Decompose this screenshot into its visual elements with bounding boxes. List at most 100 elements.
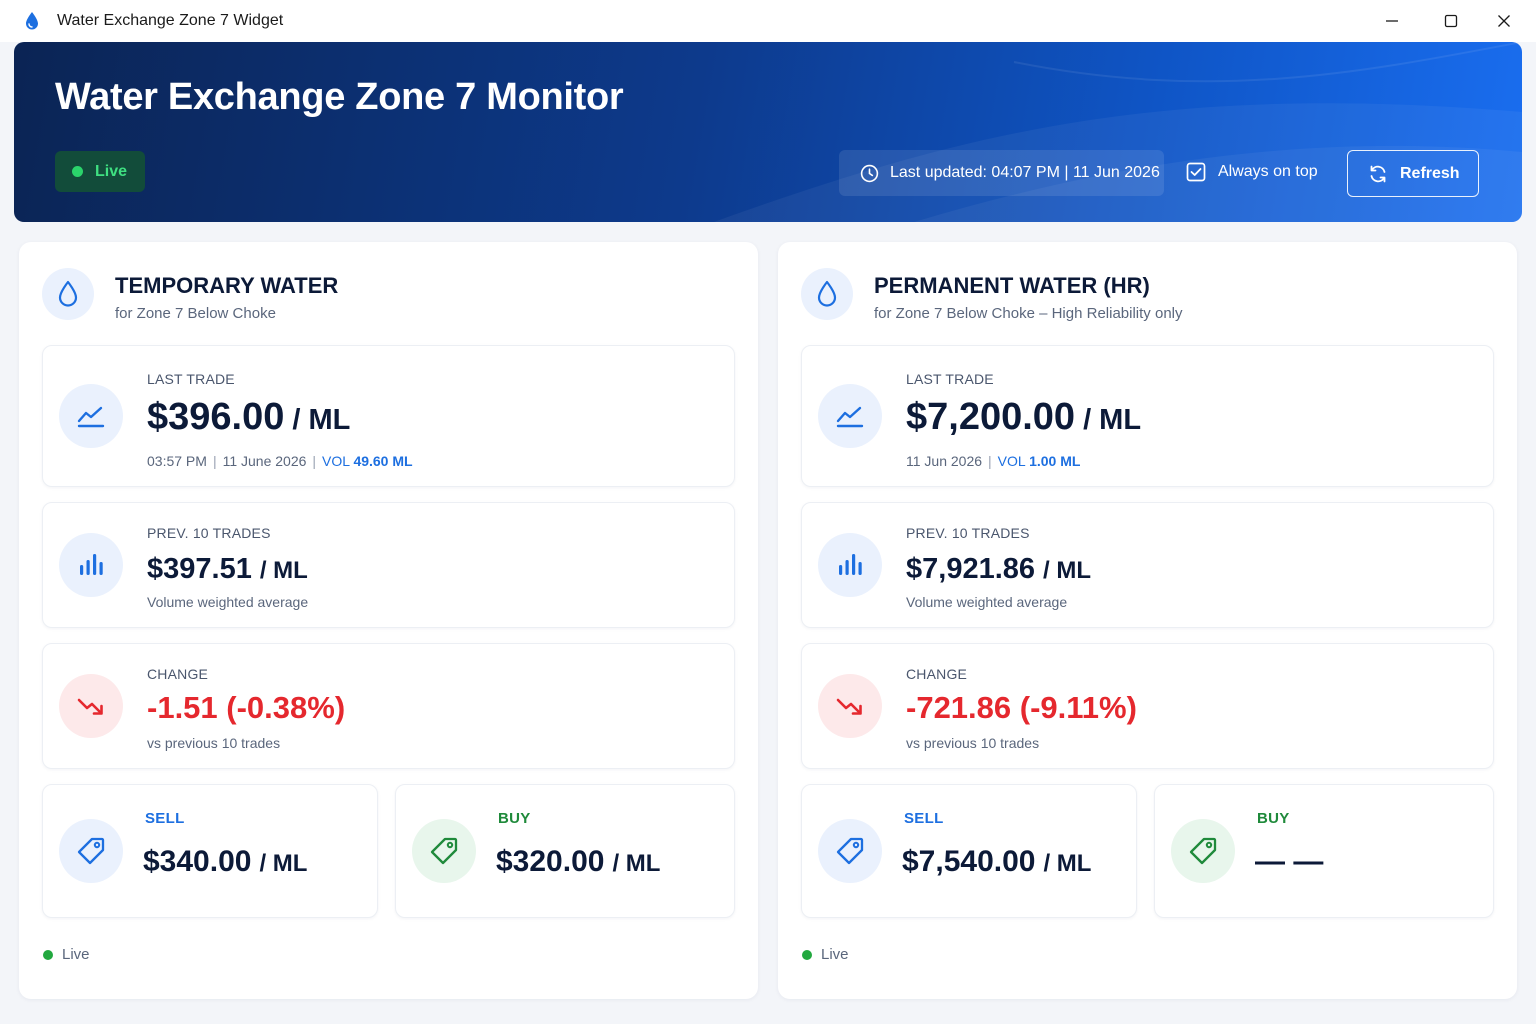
minimize-button[interactable] — [1372, 6, 1412, 36]
water-drop-icon — [58, 280, 78, 307]
trend-down-icon — [836, 698, 862, 715]
bar-chart-icon — [839, 554, 862, 575]
price-unit: / ML — [612, 850, 661, 877]
price-unit: / ML — [292, 404, 351, 436]
maximize-icon — [1444, 14, 1458, 28]
maximize-button[interactable] — [1431, 6, 1471, 36]
panel-subtitle: for Zone 7 Below Choke – High Reliabilit… — [874, 305, 1183, 322]
price-tag-icon — [430, 837, 458, 865]
panel-subtitle: for Zone 7 Below Choke — [115, 305, 276, 322]
change-card: CHANGE -1.51 (-0.38%) vs previous 10 tra… — [42, 643, 735, 769]
buy-icon-circle — [1171, 819, 1235, 883]
prev-trades-note: Volume weighted average — [147, 594, 309, 610]
price-unit: / ML — [259, 850, 308, 877]
last-trade-label: LAST TRADE — [147, 371, 235, 387]
last-updated-chip: Last updated: 04:07 PM | 11 Jun 2026 — [839, 150, 1164, 196]
panel-icon — [42, 268, 94, 320]
last-trade-meta: 11 Jun 2026 | VOL 1.00 ML — [906, 453, 1081, 469]
sell-price: $7,540.00 / ML — [902, 845, 1091, 879]
last-updated-text: Last updated: 04:07 PM | 11 Jun 2026 — [890, 164, 1160, 181]
water-drop-icon — [817, 280, 837, 307]
volume-value: 1.00 ML — [1029, 453, 1081, 469]
header-banner: Water Exchange Zone 7 Monitor Live Last … — [14, 42, 1522, 222]
panel-title: TEMPORARY WATER — [115, 273, 339, 298]
live-dot-icon — [72, 166, 83, 177]
always-on-top-toggle[interactable]: Always on top — [1186, 162, 1318, 182]
window-title: Water Exchange Zone 7 Widget — [57, 12, 284, 29]
prev-trades-price: $397.51 / ML — [147, 553, 308, 586]
price-unit: / ML — [259, 557, 308, 584]
live-label: Live — [95, 162, 128, 180]
live-status-badge: Live — [55, 151, 145, 192]
buy-label: BUY — [1257, 810, 1290, 827]
prev-trades-label: PREV. 10 TRADES — [147, 525, 271, 541]
last-trade-card: LAST TRADE $7,200.00/ ML 11 Jun 2026 | VOL… — [801, 345, 1494, 487]
last-trade-meta: 03:57 PM | 11 June 2026 | VOL 49.60 ML — [147, 453, 413, 469]
sell-card: SELL $340.00 / ML — [42, 784, 378, 918]
checkbox-checked-icon[interactable] — [1186, 162, 1206, 182]
trade-date: 11 June 2026 — [222, 453, 307, 469]
refresh-label: Refresh — [1400, 164, 1460, 182]
live-dot-icon — [802, 949, 812, 960]
prev-trades-icon-circle — [818, 533, 882, 597]
price-value: $7,921.86 — [906, 553, 1036, 585]
change-label: CHANGE — [147, 666, 209, 682]
permanent-water-panel: PERMANENT WATER (HR) for Zone 7 Below Ch… — [778, 242, 1517, 999]
prev-trades-price: $7,921.86 / ML — [906, 553, 1091, 586]
buy-card: BUY $320.00 / ML — [395, 784, 735, 918]
prev-trades-card: PREV. 10 TRADES $397.51 / ML Volume weigh… — [42, 502, 735, 628]
last-trade-icon-circle — [818, 384, 882, 448]
always-on-top-label: Always on top — [1218, 163, 1318, 180]
sell-icon-circle — [59, 819, 123, 883]
change-value: -1.51 (-0.38%) — [147, 690, 346, 725]
last-trade-price: $7,200.00/ ML — [906, 396, 1141, 439]
panel-title: PERMANENT WATER (HR) — [874, 273, 1150, 298]
change-icon-circle — [59, 674, 123, 738]
price-tag-icon — [1189, 837, 1217, 865]
price-value: $396.00 — [147, 396, 285, 438]
last-trade-label: LAST TRADE — [906, 371, 994, 387]
last-trade-icon-circle — [59, 384, 123, 448]
live-dot-icon — [43, 949, 53, 960]
last-trade-card: LAST TRADE $396.00/ ML 03:57 PM | 11 June … — [42, 345, 735, 487]
trade-time: 03:57 PM — [147, 453, 207, 469]
buy-price-empty: — — — [1255, 845, 1324, 878]
volume-label: VOL — [997, 453, 1026, 469]
panel-icon — [801, 268, 853, 320]
panel-live-status: Live — [43, 946, 90, 963]
clock-icon — [860, 164, 879, 182]
sell-label: SELL — [904, 810, 944, 827]
prev-trades-note: Volume weighted average — [906, 594, 1068, 610]
price-unit: / ML — [1043, 557, 1092, 584]
page-title: Water Exchange Zone 7 Monitor — [55, 76, 624, 118]
price-tag-icon — [77, 837, 105, 865]
price-value: $7,200.00 — [906, 396, 1076, 438]
water-drop-icon — [26, 12, 38, 30]
price-value: $397.51 — [147, 553, 252, 585]
sell-card: SELL $7,540.00 / ML — [801, 784, 1137, 918]
minimize-icon — [1386, 20, 1398, 22]
price-value: $320.00 — [496, 845, 605, 878]
prev-trades-icon-circle — [59, 533, 123, 597]
volume-label: VOL — [322, 453, 350, 469]
change-card: CHANGE -721.86 (-9.11%) vs previous 10 t… — [801, 643, 1494, 769]
refresh-icon — [1370, 165, 1386, 182]
trend-line-icon — [77, 406, 105, 428]
trade-date: 11 Jun 2026 — [906, 453, 983, 469]
close-button[interactable] — [1484, 6, 1524, 36]
change-note: vs previous 10 trades — [906, 735, 1040, 751]
live-status-text: Live — [62, 946, 90, 963]
change-icon-circle — [818, 674, 882, 738]
last-trade-price: $396.00/ ML — [147, 396, 350, 439]
volume-value: 49.60 ML — [353, 453, 413, 469]
buy-card: BUY — — — [1154, 784, 1494, 918]
refresh-button[interactable]: Refresh — [1347, 150, 1479, 197]
close-icon — [1498, 15, 1510, 27]
live-status-text: Live — [821, 946, 849, 963]
price-unit: / ML — [1083, 404, 1142, 436]
sell-price: $340.00 / ML — [143, 845, 307, 879]
change-note: vs previous 10 trades — [147, 735, 281, 751]
price-tag-icon — [836, 837, 864, 865]
sell-label: SELL — [145, 810, 185, 827]
banner-wave-decoration — [714, 42, 1522, 222]
